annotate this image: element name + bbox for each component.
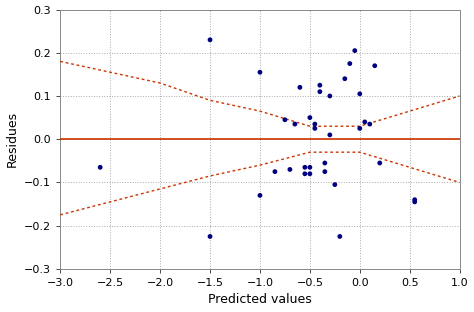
Point <box>341 76 348 81</box>
Point <box>301 165 309 170</box>
Point <box>306 165 314 170</box>
X-axis label: Predicted values: Predicted values <box>208 294 312 306</box>
Point <box>336 234 344 239</box>
Point <box>256 193 264 198</box>
Point <box>281 117 289 122</box>
Point <box>306 115 314 120</box>
Point <box>291 122 299 127</box>
Point <box>296 85 304 90</box>
Point <box>321 169 328 174</box>
Point <box>356 91 364 96</box>
Point <box>356 126 364 131</box>
Point <box>366 122 374 127</box>
Point <box>371 63 379 68</box>
Point <box>306 171 314 176</box>
Point <box>411 199 419 204</box>
Point <box>351 48 359 53</box>
Point <box>316 83 324 88</box>
Y-axis label: Residues: Residues <box>6 111 18 167</box>
Point <box>346 61 354 66</box>
Point <box>206 234 214 239</box>
Point <box>326 94 334 99</box>
Point <box>256 70 264 75</box>
Point <box>331 182 338 187</box>
Point <box>206 37 214 42</box>
Point <box>301 171 309 176</box>
Point <box>96 165 104 170</box>
Point <box>286 167 294 172</box>
Point <box>321 160 328 165</box>
Point <box>316 89 324 94</box>
Point <box>326 132 334 137</box>
Point <box>311 122 319 127</box>
Point <box>271 169 279 174</box>
Point <box>411 197 419 202</box>
Point <box>361 119 369 124</box>
Point <box>376 160 383 165</box>
Point <box>311 126 319 131</box>
